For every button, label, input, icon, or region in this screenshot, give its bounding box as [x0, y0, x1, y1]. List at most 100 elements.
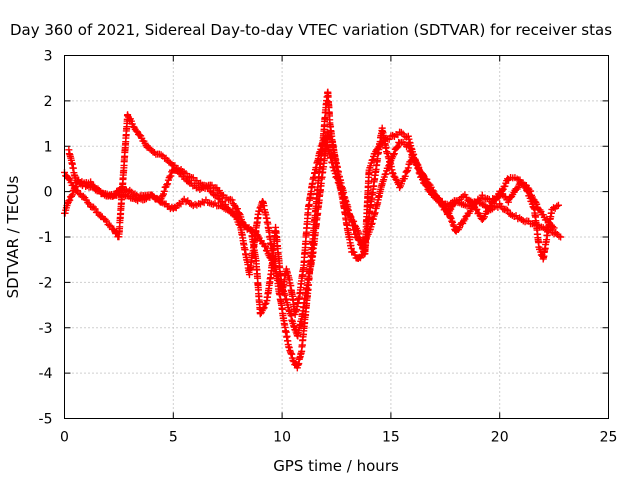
data-point	[404, 164, 412, 172]
data-point	[215, 187, 223, 195]
data-point	[390, 150, 398, 158]
data-point	[222, 201, 230, 209]
data-point	[262, 243, 270, 251]
data-point	[475, 196, 483, 204]
data-point	[536, 206, 544, 214]
data-point	[549, 223, 557, 231]
data-points	[61, 88, 565, 372]
data-point	[156, 198, 164, 206]
data-point	[502, 205, 510, 213]
y-tick-labels: 3 2 1 0 -1 -2 -3 -4 -5	[39, 49, 53, 428]
data-point	[448, 217, 456, 225]
data-point	[375, 143, 383, 151]
data-point	[393, 144, 401, 152]
y-axis-label: SDTVAR / TECUs	[4, 175, 22, 298]
data-point	[438, 202, 446, 210]
data-point	[527, 187, 535, 195]
data-point	[333, 175, 341, 183]
data-point	[68, 191, 76, 199]
data-point	[390, 151, 398, 159]
data-point	[65, 175, 73, 183]
data-point	[504, 198, 512, 206]
plot-frame	[64, 55, 609, 419]
data-point	[550, 224, 558, 232]
data-point	[411, 155, 419, 163]
y-tick-label: -1	[39, 230, 53, 246]
data-point	[239, 219, 247, 227]
x-tick-labels: 0 5 10 15 20 25	[60, 430, 617, 446]
data-point	[437, 199, 445, 207]
y-tick-label: -5	[39, 412, 53, 428]
data-point	[66, 196, 74, 204]
y-tick-label: 3	[44, 49, 53, 65]
data-point	[423, 182, 431, 190]
data-point	[184, 178, 192, 186]
data-point	[157, 151, 165, 159]
chart-title: Day 360 of 2021, Sidereal Day-to-day VTE…	[10, 21, 612, 39]
data-point	[550, 204, 558, 212]
data-point	[382, 170, 390, 178]
data-point	[91, 205, 99, 213]
y-tick-label: 0	[44, 185, 53, 201]
data-point	[175, 169, 183, 177]
data-point	[555, 232, 563, 240]
data-point	[261, 300, 269, 308]
series-trace-3	[65, 128, 558, 318]
data-point	[479, 214, 487, 222]
data-point	[513, 185, 521, 193]
data-point	[289, 356, 297, 364]
y-tick-label: -2	[39, 275, 53, 291]
data-point	[480, 213, 488, 221]
data-point	[554, 201, 562, 209]
x-tick-label: 20	[491, 430, 509, 446]
data-point	[109, 225, 117, 233]
data-point	[160, 187, 168, 195]
data-point	[502, 193, 510, 201]
data-point	[414, 165, 422, 173]
data-point	[228, 196, 236, 204]
y-tick-label: 1	[44, 139, 53, 155]
data-point	[415, 169, 423, 177]
data-point	[394, 143, 402, 151]
y-tick-label: -3	[39, 321, 53, 337]
data-point	[425, 187, 433, 195]
data-point	[260, 304, 268, 312]
data-point	[101, 216, 109, 224]
data-point	[229, 207, 237, 215]
data-point	[557, 233, 565, 241]
data-point	[67, 192, 75, 200]
y-tick-label: 2	[44, 94, 53, 110]
data-point	[103, 217, 111, 225]
data-point	[343, 205, 351, 213]
data-point	[403, 167, 411, 175]
data-point	[422, 181, 430, 189]
grid-lines	[64, 55, 609, 419]
data-point	[105, 221, 113, 229]
data-point	[235, 210, 243, 218]
data-point	[319, 139, 327, 147]
x-tick-label: 10	[273, 430, 291, 446]
data-point	[455, 224, 463, 232]
data-point	[246, 227, 254, 235]
x-tick-label: 5	[169, 430, 178, 446]
data-point	[369, 156, 377, 164]
data-point	[553, 202, 561, 210]
data-point	[79, 192, 87, 200]
x-tick-label: 0	[60, 430, 69, 446]
data-point	[344, 206, 352, 214]
data-point	[233, 205, 241, 213]
data-point	[167, 172, 175, 180]
data-point	[164, 180, 172, 188]
data-point	[473, 205, 481, 213]
data-point	[163, 181, 171, 189]
data-point	[503, 206, 511, 214]
data-point	[159, 192, 167, 200]
data-point	[533, 200, 541, 208]
data-point	[84, 199, 92, 207]
data-point	[418, 176, 426, 184]
data-point	[514, 183, 522, 191]
data-point	[350, 217, 358, 225]
data-point	[450, 222, 458, 230]
y-tick-label: -4	[39, 366, 53, 382]
